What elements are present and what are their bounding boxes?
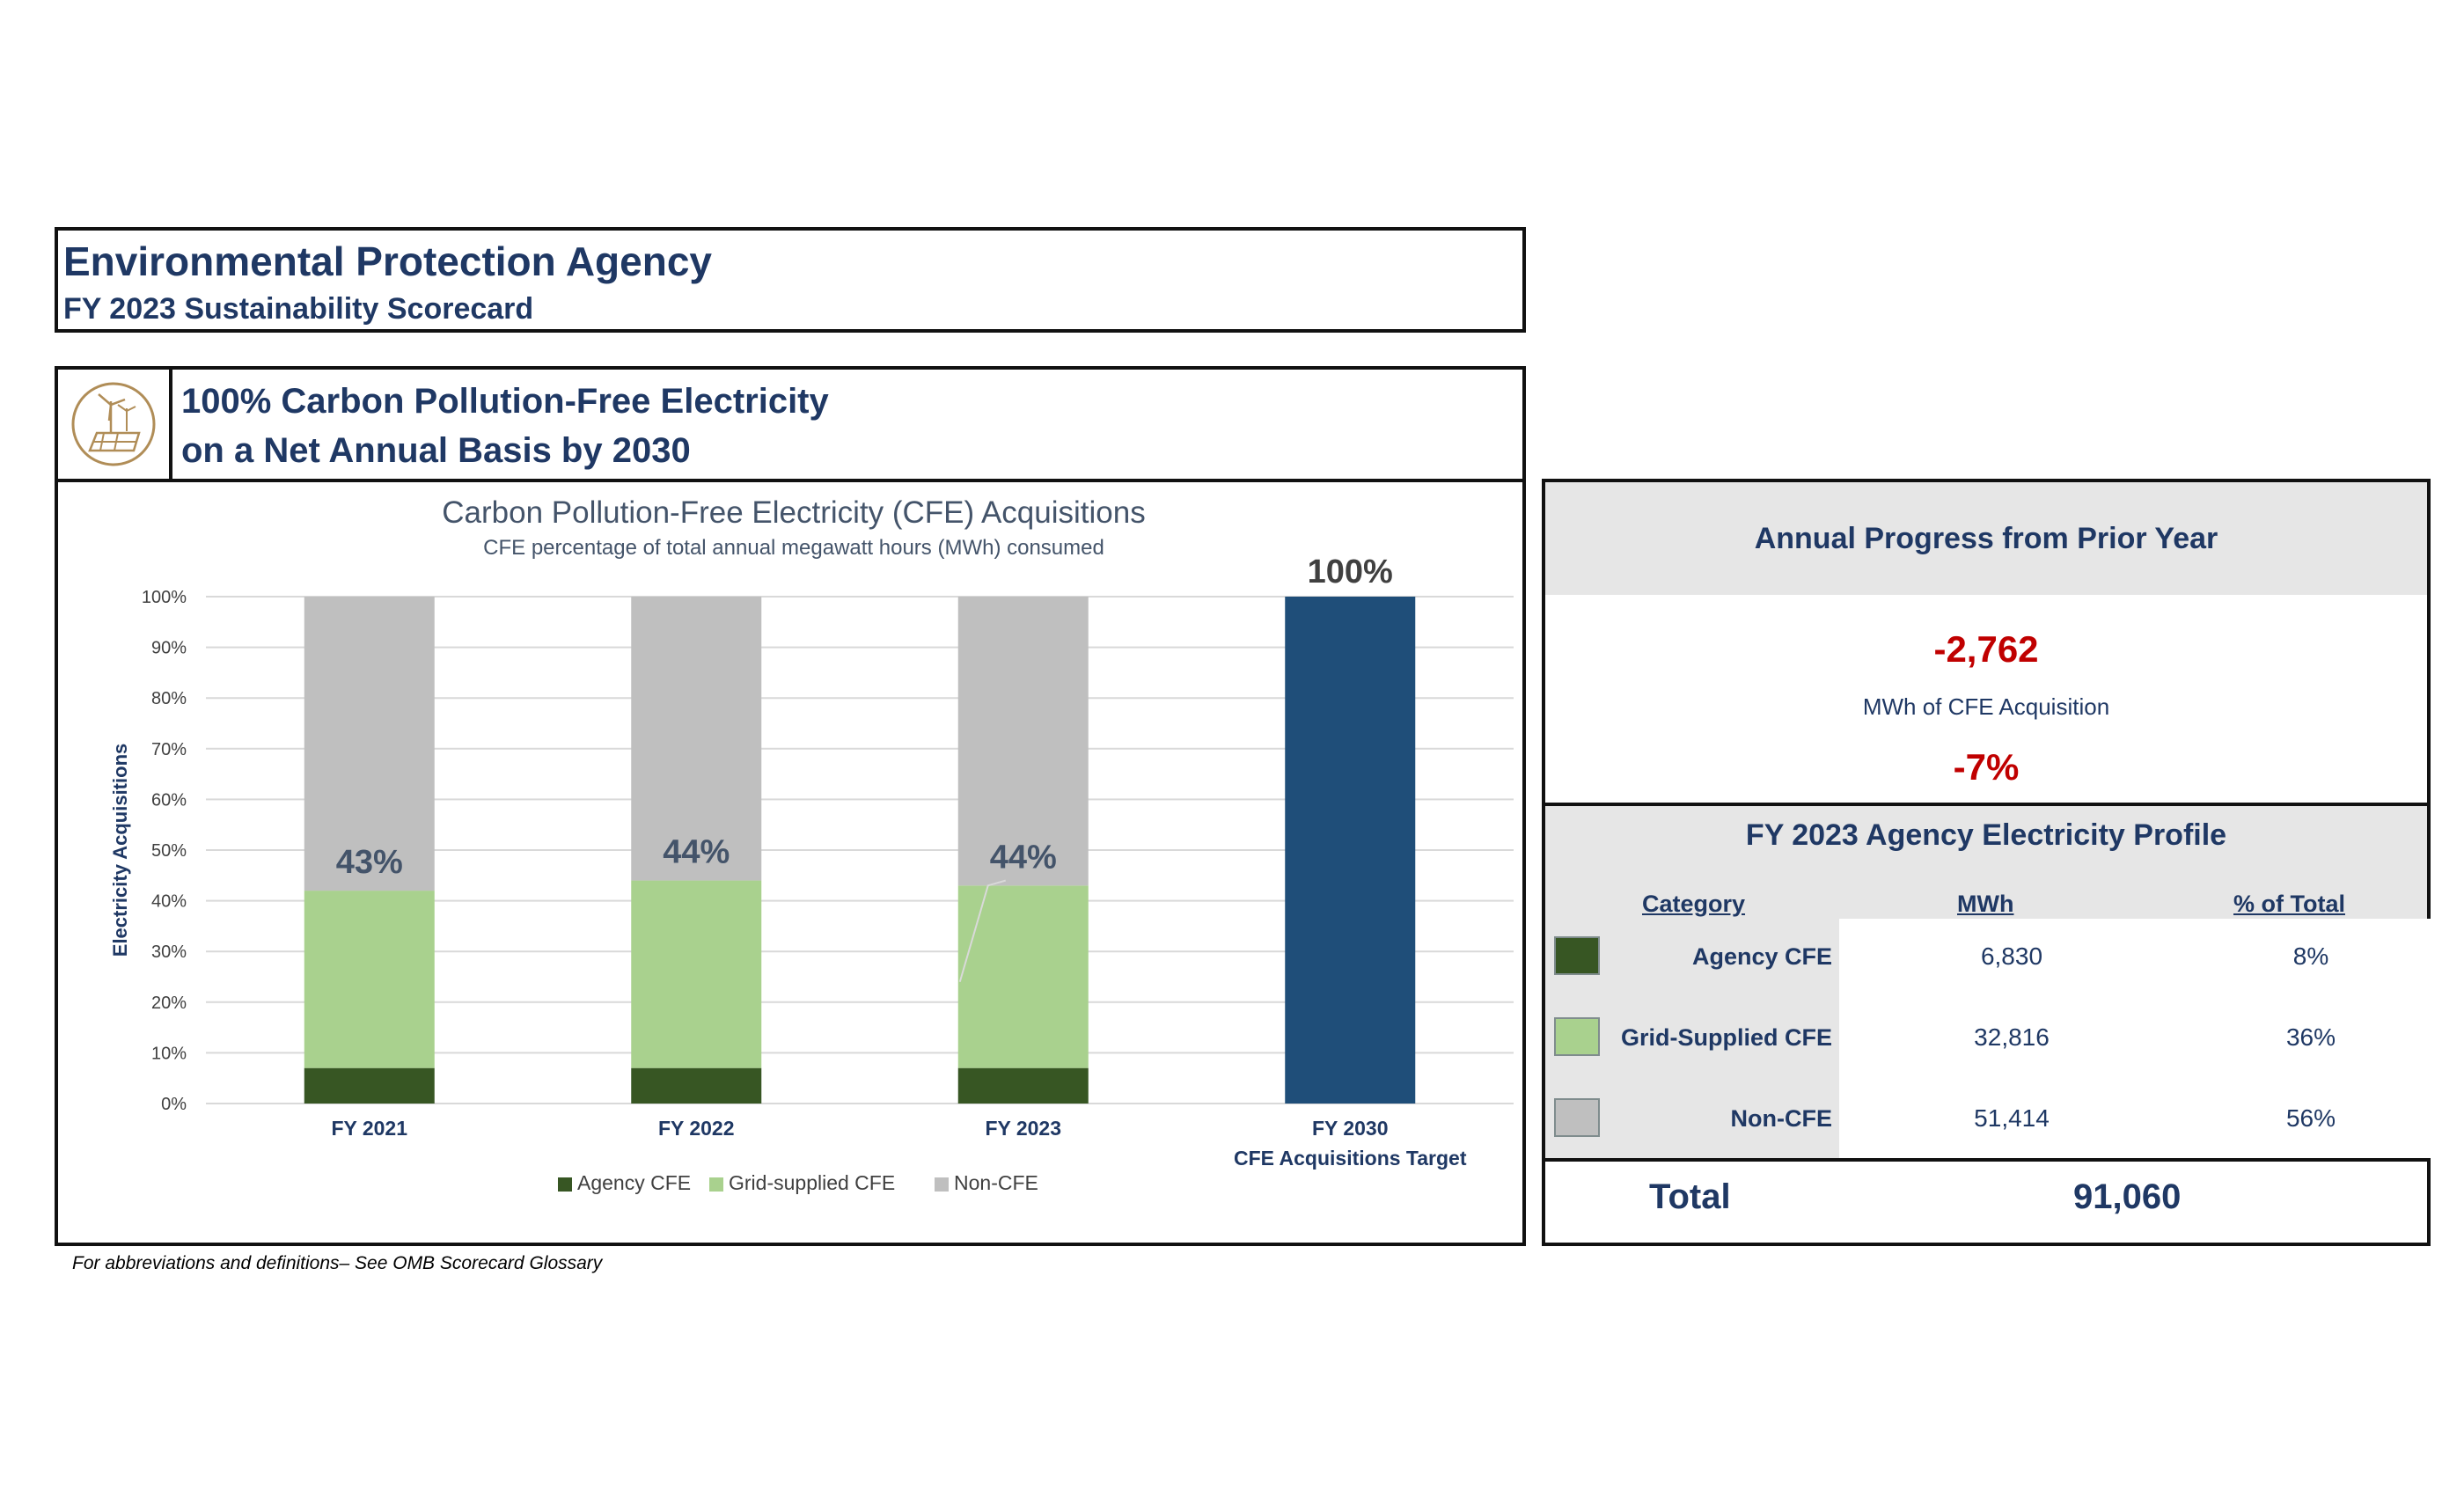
row-category: Non-CFE: [1730, 1105, 1832, 1132]
y-tick-label: 80%: [151, 689, 187, 708]
bar-target: [1285, 597, 1416, 1104]
goal-icon-cell: [58, 370, 172, 479]
goal-title: 100% Carbon Pollution-Free Electricity o…: [181, 382, 829, 470]
progress-title: Annual Progress from Prior Year: [1545, 482, 2427, 595]
bar-grid-supplied-cfe: [631, 880, 762, 1068]
row-category: Agency CFE: [1691, 943, 1832, 970]
bar-agency-cfe: [304, 1067, 435, 1104]
row-mwh: 6,830: [1980, 942, 2043, 970]
footnote: For abbreviations and definitions– See O…: [72, 1253, 603, 1273]
data-label-leader: [958, 879, 1007, 983]
y-tick-label: 20%: [151, 994, 187, 1013]
divider: [1545, 803, 2427, 806]
legend-label: Non-CFE: [954, 1171, 1038, 1194]
electricity-profile: FY 2023 Agency Electricity Profile Categ…: [1545, 806, 2431, 1158]
scorecard-header: Environmental Protection Agency FY 2023 …: [55, 227, 1526, 333]
profile-title: FY 2023 Agency Electricity Profile: [1745, 818, 2227, 852]
scorecard-title: FY 2023 Sustainability Scorecard: [63, 292, 534, 326]
pct-change-value: -7%: [1953, 746, 2020, 788]
bar-grid-supplied-cfe: [304, 891, 435, 1068]
chart-subtitle: CFE percentage of total annual megawatt …: [483, 536, 1104, 560]
y-tick-label: 30%: [151, 942, 187, 962]
total-value: 91,060: [2073, 1177, 2182, 1216]
y-tick-label: 90%: [151, 639, 187, 658]
goal-panel: 100% Carbon Pollution-Free Electricity o…: [55, 366, 1526, 1246]
y-tick-label: 40%: [151, 892, 187, 912]
bar-non-cfe: [957, 597, 1089, 886]
bar-grid-supplied-cfe: [957, 885, 1089, 1068]
x-tick-label: FY 2030: [1312, 1117, 1389, 1140]
pct-column-header: % of Total: [2233, 891, 2345, 917]
chart-labels: Carbon Pollution-Free Electricity (CFE) …: [109, 495, 1467, 1194]
mwh-change-value: -2,762: [1933, 628, 2039, 670]
bar-non-cfe: [304, 597, 435, 891]
bar-agency-cfe: [631, 1067, 762, 1104]
x-tick-label: FY 2021: [331, 1117, 407, 1140]
y-tick-label: 70%: [151, 740, 187, 759]
data-label: 44%: [990, 839, 1057, 876]
profile-values-background: [1839, 919, 2431, 1158]
legend-swatch: [558, 1177, 572, 1192]
agency-cfe-swatch: [1554, 936, 1600, 975]
x-tick-label: FY 2023: [985, 1117, 1061, 1140]
y-tick-label: 10%: [151, 1044, 187, 1063]
x-tick-label: FY 2022: [658, 1117, 735, 1140]
chart-bars: [304, 597, 1416, 1104]
data-label: 44%: [663, 834, 730, 871]
non-cfe-swatch: [1554, 1098, 1600, 1137]
chart-title: Carbon Pollution-Free Electricity (CFE) …: [442, 495, 1145, 530]
grid-cfe-swatch: [1554, 1017, 1600, 1056]
mwh-column-header: MWh: [1957, 891, 2014, 917]
agency-name: Environmental Protection Agency: [63, 238, 712, 284]
legend-label: Grid-supplied CFE: [729, 1171, 895, 1194]
category-column-header: Category: [1642, 891, 1746, 917]
divider: [1545, 1158, 2427, 1162]
bar-agency-cfe: [957, 1067, 1089, 1104]
progress-panel: Annual Progress from Prior Year -2,762 M…: [1542, 479, 2431, 1246]
wind-solar-icon: [71, 382, 156, 466]
x-tick-label: CFE Acquisitions Target: [1234, 1147, 1467, 1170]
goal-header: 100% Carbon Pollution-Free Electricity o…: [58, 370, 1522, 482]
y-tick-label: 0%: [161, 1095, 187, 1114]
legend-swatch: [709, 1177, 723, 1192]
row-pct: 56%: [2285, 1104, 2336, 1132]
legend-label: Agency CFE: [577, 1171, 691, 1194]
row-pct: 36%: [2285, 1023, 2336, 1051]
data-label: 43%: [336, 844, 403, 881]
total-label: Total: [1649, 1177, 1731, 1216]
row-mwh: 51,414: [1974, 1104, 2050, 1132]
row-mwh: 32,816: [1974, 1023, 2050, 1051]
mwh-change-label: MWh of CFE Acquisition: [1862, 693, 2110, 720]
row-category: Grid-Supplied CFE: [1621, 1024, 1832, 1051]
cfe-chart: Carbon Pollution-Free Electricity (CFE) …: [109, 495, 1514, 1194]
row-pct: 8%: [2292, 942, 2329, 970]
data-label: 100%: [1308, 554, 1393, 590]
y-axis-label: Electricity Acquisitions: [109, 744, 131, 957]
y-tick-label: 50%: [151, 841, 187, 861]
bar-non-cfe: [631, 597, 762, 881]
legend-swatch: [935, 1177, 949, 1192]
y-tick-label: 60%: [151, 790, 187, 810]
y-tick-label: 100%: [142, 588, 187, 607]
